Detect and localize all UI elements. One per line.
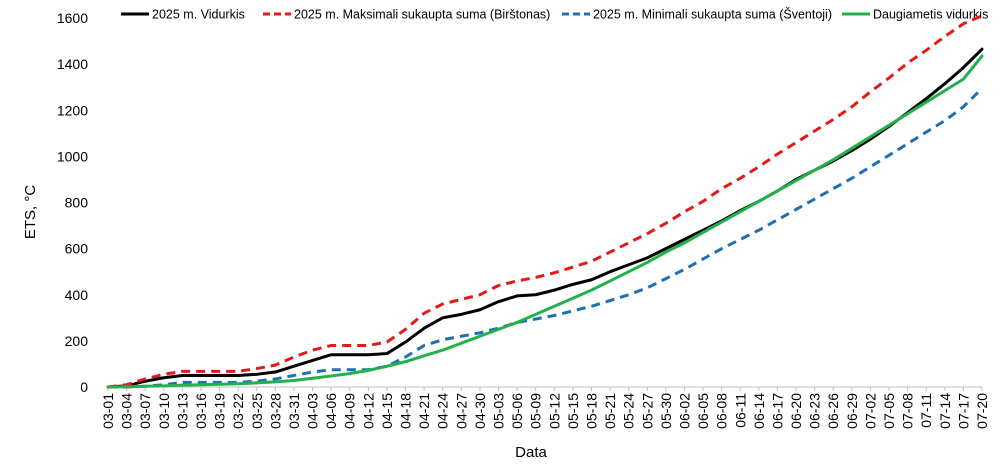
x-tick-label: 04-18 — [398, 393, 414, 429]
legend-label: Daugiametis vidurkis — [873, 8, 988, 22]
y-tick-label: 1600 — [57, 10, 88, 26]
series-line-1 — [106, 47, 984, 389]
y-tick-label: 1200 — [57, 102, 88, 118]
x-tick-label: 07-20 — [974, 393, 990, 429]
x-tick-label: 05-21 — [602, 393, 618, 429]
x-tick-label: 03-07 — [137, 393, 153, 429]
x-tick-label: 05-12 — [546, 393, 562, 429]
legend-item: Daugiametis vidurkis — [842, 8, 988, 22]
x-tick-label: 06-05 — [695, 393, 711, 429]
x-tick-label: 04-21 — [416, 393, 432, 429]
legend-item: 2025 m. Minimali sukaupta suma (Šventoji… — [562, 7, 832, 22]
x-tick-label: 03-13 — [174, 393, 190, 429]
x-tick-label: 05-03 — [491, 393, 507, 429]
x-tick-label: 06-23 — [807, 393, 823, 429]
x-tick-label: 05-18 — [583, 393, 599, 429]
x-tick-label: 04-15 — [379, 393, 395, 429]
x-tick-label: 05-09 — [528, 393, 544, 429]
x-tick-label: 03-16 — [193, 393, 209, 429]
x-tick-label: 04-12 — [360, 393, 376, 429]
x-tick-label: 03-25 — [249, 393, 265, 429]
legend-label: 2025 m. Maksimali sukaupta suma (Biršton… — [294, 8, 550, 22]
x-tick-label: 07-08 — [900, 393, 916, 429]
x-tick-label: 03-28 — [267, 393, 283, 429]
y-tick-label: 0 — [80, 379, 88, 395]
x-tick-label: 07-17 — [955, 393, 971, 429]
x-tick-label: 07-02 — [862, 393, 878, 429]
x-tick-label: 06-08 — [714, 393, 730, 429]
x-tick-label: 05-15 — [565, 393, 581, 429]
legend: 2025 m. Vidurkis 2025 m. Maksimali sukaup… — [121, 7, 988, 22]
x-tick-label: 06-14 — [751, 393, 767, 429]
x-tick-label: 06-17 — [769, 393, 785, 429]
series-line-3 — [108, 87, 984, 389]
series-group — [106, 14, 984, 389]
x-tick-label: 03-31 — [286, 393, 302, 429]
series-line-2 — [107, 14, 983, 389]
y-tick-label: 1400 — [57, 56, 88, 72]
legend-label: 2025 m. Minimali sukaupta suma (Šventoji… — [593, 7, 832, 22]
x-tick-label: 06-20 — [788, 393, 804, 429]
y-tick-label: 600 — [65, 241, 89, 257]
x-tick-label: 04-24 — [435, 393, 451, 429]
y-tick-label: 400 — [65, 287, 89, 303]
x-tick-label: 05-27 — [639, 393, 655, 429]
x-tick-label: 04-30 — [472, 393, 488, 429]
x-tick-label: 06-02 — [676, 393, 692, 429]
x-tick-label: 04-27 — [453, 393, 469, 429]
x-tick-label: 04-06 — [323, 393, 339, 429]
x-tick-label: 07-14 — [937, 393, 953, 429]
x-tick-label: 03-22 — [230, 393, 246, 429]
x-tick-label: 05-30 — [658, 393, 674, 429]
y-tick-label: 200 — [65, 333, 89, 349]
x-tick-label: 06-26 — [825, 393, 841, 429]
x-tick-label: 03-04 — [119, 393, 135, 429]
x-tick-label: 03-19 — [212, 393, 228, 429]
legend-item: 2025 m. Vidurkis — [121, 8, 245, 22]
legend-item: 2025 m. Maksimali sukaupta suma (Biršton… — [263, 8, 550, 22]
x-tick-label: 04-03 — [305, 393, 321, 429]
x-tick-label: 05-24 — [621, 393, 637, 429]
x-tick-label: 07-11 — [918, 393, 934, 428]
x-tick-label: 03-10 — [156, 393, 172, 429]
x-tick-label: 07-05 — [881, 393, 897, 429]
x-axis-title: Data — [515, 444, 547, 461]
series-line-4 — [106, 54, 984, 389]
y-tick-label: 1000 — [57, 148, 88, 164]
x-tick-label: 06-29 — [844, 393, 860, 429]
x-tick-label: 06-11 — [732, 393, 748, 428]
legend-label: 2025 m. Vidurkis — [152, 8, 245, 22]
x-tick-label: 05-06 — [509, 393, 525, 429]
x-tick-label: 03-01 — [100, 393, 116, 429]
y-axis-title: ETS, °C — [22, 185, 39, 240]
x-tick-label: 04-09 — [342, 393, 358, 429]
y-tick-label: 800 — [65, 195, 89, 211]
